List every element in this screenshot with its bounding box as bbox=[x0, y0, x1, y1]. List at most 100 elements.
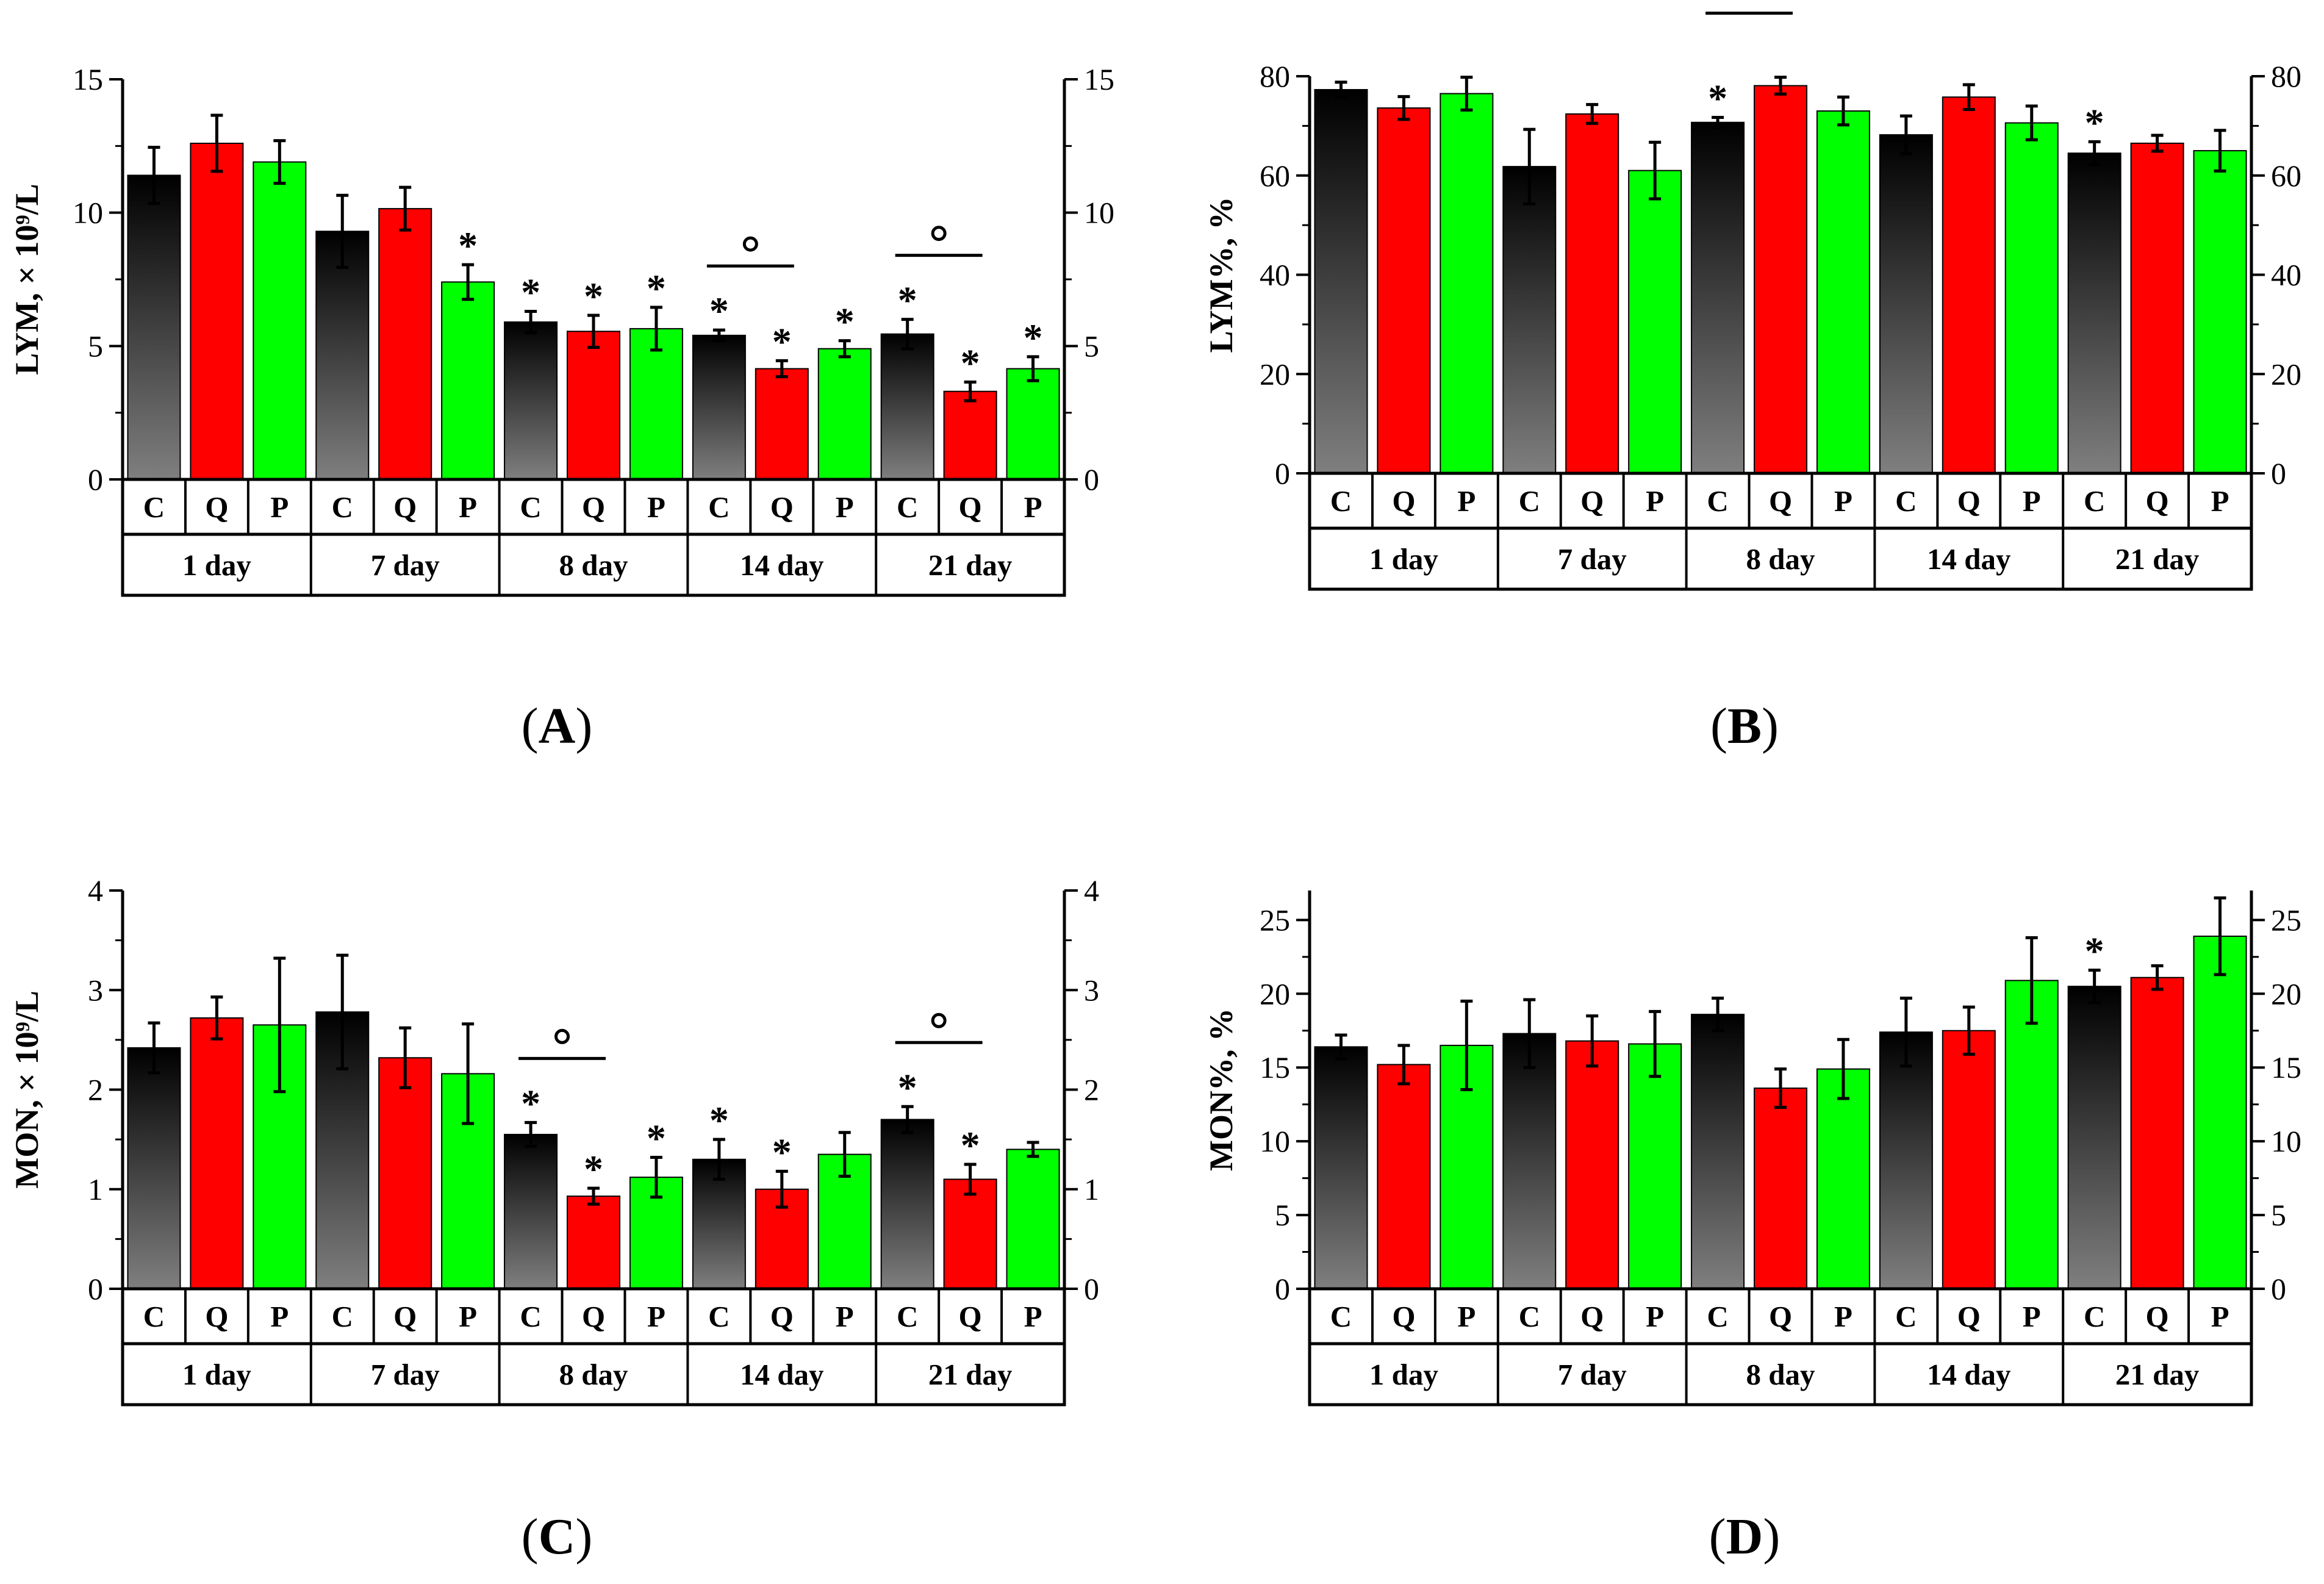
bar-q bbox=[1377, 107, 1431, 474]
bar-p bbox=[2004, 122, 2059, 474]
y-tick-label-right: 20 bbox=[2271, 357, 2301, 391]
group-label: C bbox=[2084, 1300, 2105, 1333]
bar-q bbox=[2130, 142, 2184, 474]
y-tick-label-right: 1 bbox=[1084, 1172, 1099, 1206]
day-row-frame bbox=[121, 1342, 1066, 1407]
group-label: Q bbox=[2146, 1300, 2169, 1333]
day-label: 14 day bbox=[1927, 1358, 2011, 1391]
y-tick-label-left: 0 bbox=[88, 1272, 103, 1306]
day-row-frame bbox=[1308, 1342, 2253, 1407]
panel-label-open: ( bbox=[522, 698, 539, 754]
chart-panel-d: 0 0 5 5 10 10 15 15 20 20 25 25 MON%, % * C Q P C Q P C Q P C Q P… bbox=[1203, 891, 2301, 1565]
day-row-frame bbox=[1308, 526, 2253, 591]
group-label: Q bbox=[770, 490, 794, 524]
bar-q bbox=[567, 331, 620, 481]
group-label: Q bbox=[1957, 1300, 1981, 1333]
bar-c bbox=[692, 1158, 746, 1290]
y-tick-label-right: 20 bbox=[2271, 977, 2301, 1011]
group-label: Q bbox=[1392, 1300, 1415, 1333]
bar-p bbox=[817, 348, 872, 480]
bar-q bbox=[1942, 1030, 1996, 1290]
y-tick-label-right: 0 bbox=[2271, 456, 2286, 490]
bar-c bbox=[127, 174, 181, 480]
panel-label-letter: B bbox=[1727, 698, 1762, 754]
day-label: 1 day bbox=[1369, 1358, 1439, 1391]
significance-star: * bbox=[2085, 101, 2104, 144]
bar-p bbox=[1628, 1043, 1682, 1289]
y-tick-label-left: 0 bbox=[1275, 456, 1290, 490]
group-label: Q bbox=[2146, 484, 2169, 518]
significance-star: * bbox=[584, 1147, 603, 1191]
comparison-circle-marker bbox=[931, 1012, 947, 1028]
bar-q bbox=[190, 1017, 244, 1289]
y-tick-label-right: 0 bbox=[1084, 1272, 1099, 1306]
group-label: P bbox=[2023, 484, 2041, 518]
y-tick-label-left: 15 bbox=[1260, 1050, 1290, 1084]
group-label: C bbox=[1895, 484, 1917, 518]
group-label: Q bbox=[393, 490, 417, 524]
day-label: 7 day bbox=[371, 1358, 440, 1391]
group-label: Q bbox=[1769, 1300, 1792, 1333]
bar-c bbox=[1879, 134, 1933, 474]
group-label: Q bbox=[582, 490, 605, 524]
panel-label-letter: C bbox=[539, 1508, 576, 1565]
bar-q bbox=[567, 1195, 620, 1289]
y-tick-label-left: 5 bbox=[88, 329, 103, 363]
bar-c bbox=[1502, 1033, 1557, 1290]
group-label: P bbox=[459, 490, 477, 524]
y-tick-label-left: 40 bbox=[1260, 258, 1290, 292]
day-label: 7 day bbox=[1558, 1358, 1627, 1391]
bar-c bbox=[1691, 1014, 1745, 1289]
group-label: C bbox=[897, 490, 918, 524]
y-tick-label-right: 4 bbox=[1084, 873, 1099, 908]
group-label: C bbox=[708, 490, 730, 524]
y-tick-label-right: 0 bbox=[1084, 462, 1099, 496]
bar-q bbox=[190, 142, 244, 480]
bar-c bbox=[880, 1119, 934, 1289]
group-label: C bbox=[897, 1300, 918, 1333]
group-label: P bbox=[836, 1300, 854, 1333]
bar-q bbox=[755, 368, 809, 480]
panel-label-close: ) bbox=[575, 698, 592, 754]
y-tick-label-right: 0 bbox=[2271, 1272, 2286, 1306]
panel-label-letter: A bbox=[539, 698, 576, 754]
bar-c bbox=[127, 1047, 181, 1290]
significance-star: * bbox=[898, 1066, 917, 1109]
group-label: P bbox=[1024, 1300, 1042, 1333]
y-tick-label-left: 25 bbox=[1260, 903, 1290, 937]
significance-star: * bbox=[584, 274, 603, 318]
significance-star: * bbox=[961, 341, 980, 384]
group-label: C bbox=[708, 1300, 730, 1333]
day-label: 1 day bbox=[182, 1358, 252, 1391]
panel-label-open: ( bbox=[522, 1508, 539, 1565]
group-label: C bbox=[2084, 484, 2105, 518]
panel-label-open: ( bbox=[1710, 698, 1727, 754]
comparison-circle-marker bbox=[554, 1028, 570, 1044]
day-row-frame bbox=[121, 532, 1066, 597]
y-tick-label-right: 2 bbox=[1084, 1073, 1099, 1107]
y-tick-label-right: 60 bbox=[2271, 159, 2301, 193]
y-tick-label-left: 20 bbox=[1260, 977, 1290, 1011]
bar-p bbox=[1628, 170, 1682, 474]
significance-star: * bbox=[647, 1117, 666, 1160]
panel-label-letter: D bbox=[1726, 1508, 1763, 1565]
group-label: Q bbox=[1769, 484, 1792, 518]
group-label: Q bbox=[393, 1300, 417, 1333]
y-tick-label-right: 25 bbox=[2271, 903, 2301, 937]
y-tick-label-left: 2 bbox=[88, 1073, 103, 1107]
y-axis-title: LYM, × 10⁹/L bbox=[9, 184, 45, 375]
comparison-circle-marker bbox=[931, 226, 947, 242]
panel-label-close: ) bbox=[575, 1508, 592, 1565]
bar-c bbox=[2067, 152, 2121, 475]
comparison-circle-marker bbox=[742, 236, 758, 252]
bar-c bbox=[1314, 88, 1368, 474]
bar-q bbox=[943, 390, 997, 480]
bar-q bbox=[1565, 1040, 1619, 1289]
bar-p bbox=[1816, 1068, 1870, 1289]
y-tick-label-left: 5 bbox=[1275, 1198, 1290, 1232]
y-tick-label-right: 3 bbox=[1084, 973, 1099, 1007]
significance-star: * bbox=[709, 289, 729, 332]
group-label: P bbox=[459, 1300, 477, 1333]
group-label: Q bbox=[1580, 1300, 1604, 1333]
group-label: P bbox=[1834, 484, 1852, 518]
